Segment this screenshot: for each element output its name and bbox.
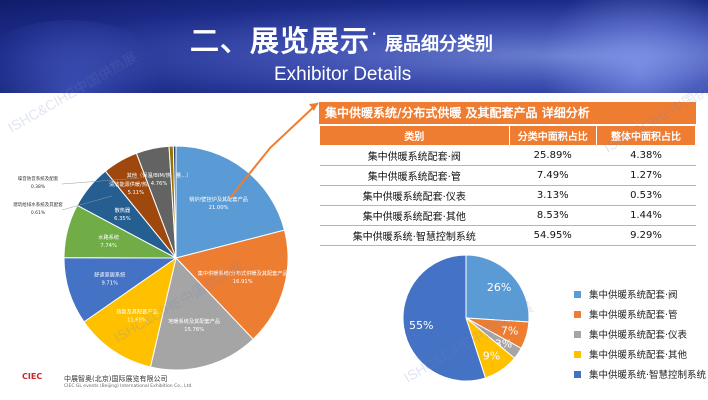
table-cell: 0.53% (596, 185, 696, 206)
company-logo: CIEC (22, 372, 43, 381)
overall-slice-value: 4.76% (151, 181, 168, 187)
table-cell: 1.44% (596, 205, 696, 226)
overall-slice-label: 地暖系统及其配套产品 (168, 317, 220, 325)
legend-swatch (574, 290, 581, 298)
table-cell: 集中供暖系统配套·阀 (319, 145, 510, 166)
table-cell: 集中供暖系统配套·仪表 (319, 185, 510, 206)
overall-slice-value: 11.68% (127, 317, 147, 323)
overall-slice-label: 噪音防音系统及配套 (18, 175, 59, 182)
table-cell: 集中供暖系统·智慧控制系统 (319, 225, 510, 246)
callout-arrow (229, 102, 319, 199)
table-cell: 集中供暖系统配套·其他 (319, 205, 510, 226)
detail-slice-value: 9% (483, 350, 500, 363)
company-name: 中展智奥(北京)国际展览有限公司 (64, 375, 168, 383)
overall-pie-chart: 锅炉/壁挂炉及其配套产品 21.00% 集中供暖系统/分布式供暖及其配套产品 16.9… (13, 145, 289, 371)
header-glow (540, 0, 708, 93)
overall-slice-label: 集中供暖系统/分布式供暖及其配套产品 (198, 269, 288, 277)
callout-line (229, 102, 319, 199)
overall-slice-label: 热泵及其配套产品 (116, 307, 158, 315)
company-name-english: CIEC GL events (Beijing) International E… (64, 384, 193, 389)
overall-slice-label: 锅炉/壁挂炉及其配套产品 (189, 195, 248, 203)
overall-slice-value: 6.35% (114, 216, 131, 222)
legend-item: 集中供暖系统配套·管 (574, 304, 706, 324)
overall-slice-label: 舒适家居系统 (94, 271, 125, 279)
legend-label: 集中供暖系统配套·其他 (589, 350, 688, 361)
legend-label: 集中供暖系统配套·管 (589, 310, 678, 321)
legend-swatch (574, 370, 581, 378)
overall-slice-label: 散热器 (115, 206, 131, 214)
overall-leader-line (61, 177, 141, 185)
table-cell: 集中供暖系统配套·管 (319, 165, 510, 186)
overall-slice-value: 0.38% (31, 184, 46, 190)
callout-arrowhead (309, 103, 318, 111)
overall-slice-value: 0.61% (31, 210, 46, 216)
overall-pie-slice-1 (175, 145, 286, 259)
overall-slice-value: 16.91% (233, 279, 253, 285)
table-row: 集中供暖系统配套·管 7.49% 1.27% (319, 165, 696, 186)
overall-slice-label: 清洁能源供暖/热水产品 (109, 180, 163, 188)
table-cell: 25.89% (509, 145, 597, 166)
overall-slice-value: 7.74% (100, 243, 117, 249)
legend-swatch (574, 310, 581, 318)
overall-slice-label: 其他（保温/BIM/热计量…） (127, 171, 192, 179)
legend-item: 集中供暖系统·智慧控制系统 (574, 364, 706, 384)
overall-pie-slice-4 (83, 256, 177, 368)
table-cell: 54.95% (509, 225, 597, 246)
overall-pie-slice-11 (172, 145, 177, 259)
page-subtitle: 展品细分类别 (385, 34, 493, 55)
detail-slice-value: 55% (409, 319, 433, 332)
table-cell: 1.27% (596, 165, 696, 186)
header-banner: 二、展览展示 · 展品细分类别 Exhibitor Details (0, 0, 708, 93)
table-row: 集中供暖系统配套·阀 25.89% 4.38% (319, 145, 696, 166)
table-cell: 3.13% (509, 185, 597, 206)
table-header-cell: 整体中面积占比 (595, 125, 697, 146)
page-title: 二、展览展示 (190, 24, 371, 58)
overall-pie-slice-3 (149, 256, 254, 371)
overall-pie-slice-2 (175, 229, 289, 340)
legend-label: 集中供暖系统配套·阀 (589, 290, 678, 301)
table-title: 集中供暖系统/分布式供暖 及其配套产品 详细分析 (319, 102, 696, 124)
table-cell: 8.53% (509, 205, 597, 226)
legend-item: 集中供暖系统配套·阀 (574, 284, 706, 304)
table-header-cell: 类别 (319, 125, 510, 146)
page-title-english: Exhibitor Details (274, 64, 412, 85)
detail-pie-legend: 集中供暖系统配套·阀 集中供暖系统配套·管 集中供暖系统配套·仪表 集中供暖系统配套·… (574, 284, 706, 384)
overall-slice-value: 15.76% (184, 327, 204, 333)
legend-label: 集中供暖系统配套·仪表 (589, 330, 688, 341)
overall-slice-value: 9.71% (101, 281, 118, 287)
overall-slice-value: 21.00% (209, 205, 229, 211)
detail-pie-slice-5 (402, 254, 487, 382)
overall-slice-value: 5.11% (128, 190, 145, 196)
title-separator: · (371, 22, 378, 46)
table-cell: 7.49% (509, 165, 597, 186)
detail-table: 类别 分类中面积占比 整体中面积占比 集中供暖系统配套·阀 25.89% 4.3… (319, 125, 697, 246)
detail-slice-value: 7% (501, 325, 518, 338)
detail-pie-slice-1 (465, 254, 530, 323)
legend-item: 集中供暖系统配套·仪表 (574, 324, 706, 344)
table-header-row: 类别 分类中面积占比 整体中面积占比 (319, 125, 697, 146)
detail-slice-value: 26% (487, 281, 511, 294)
overall-slice-label: 水路系统 (98, 233, 119, 241)
legend-swatch (574, 330, 581, 338)
legend-swatch (574, 350, 581, 358)
overall-leader-line (61, 195, 113, 211)
table-header-cell: 分类中面积占比 (508, 125, 597, 146)
table-row: 集中供暖系统配套·仪表 3.13% 0.53% (319, 185, 696, 206)
legend-label: 集中供暖系统·智慧控制系统 (589, 370, 707, 381)
legend-item: 集中供暖系统配套·其他 (574, 344, 706, 364)
overall-slice-label: 建筑给排水系统及其配套 (13, 201, 63, 208)
table-cell: 9.29% (596, 225, 696, 246)
table-row: 集中供暖系统·智慧控制系统 54.95% 9.29% (319, 225, 696, 246)
table-cell: 4.38% (596, 145, 696, 166)
table-row: 集中供暖系统配套·其他 8.53% 1.44% (319, 205, 696, 226)
detail-pie-chart: 26%7%3%9%55% (402, 254, 530, 382)
